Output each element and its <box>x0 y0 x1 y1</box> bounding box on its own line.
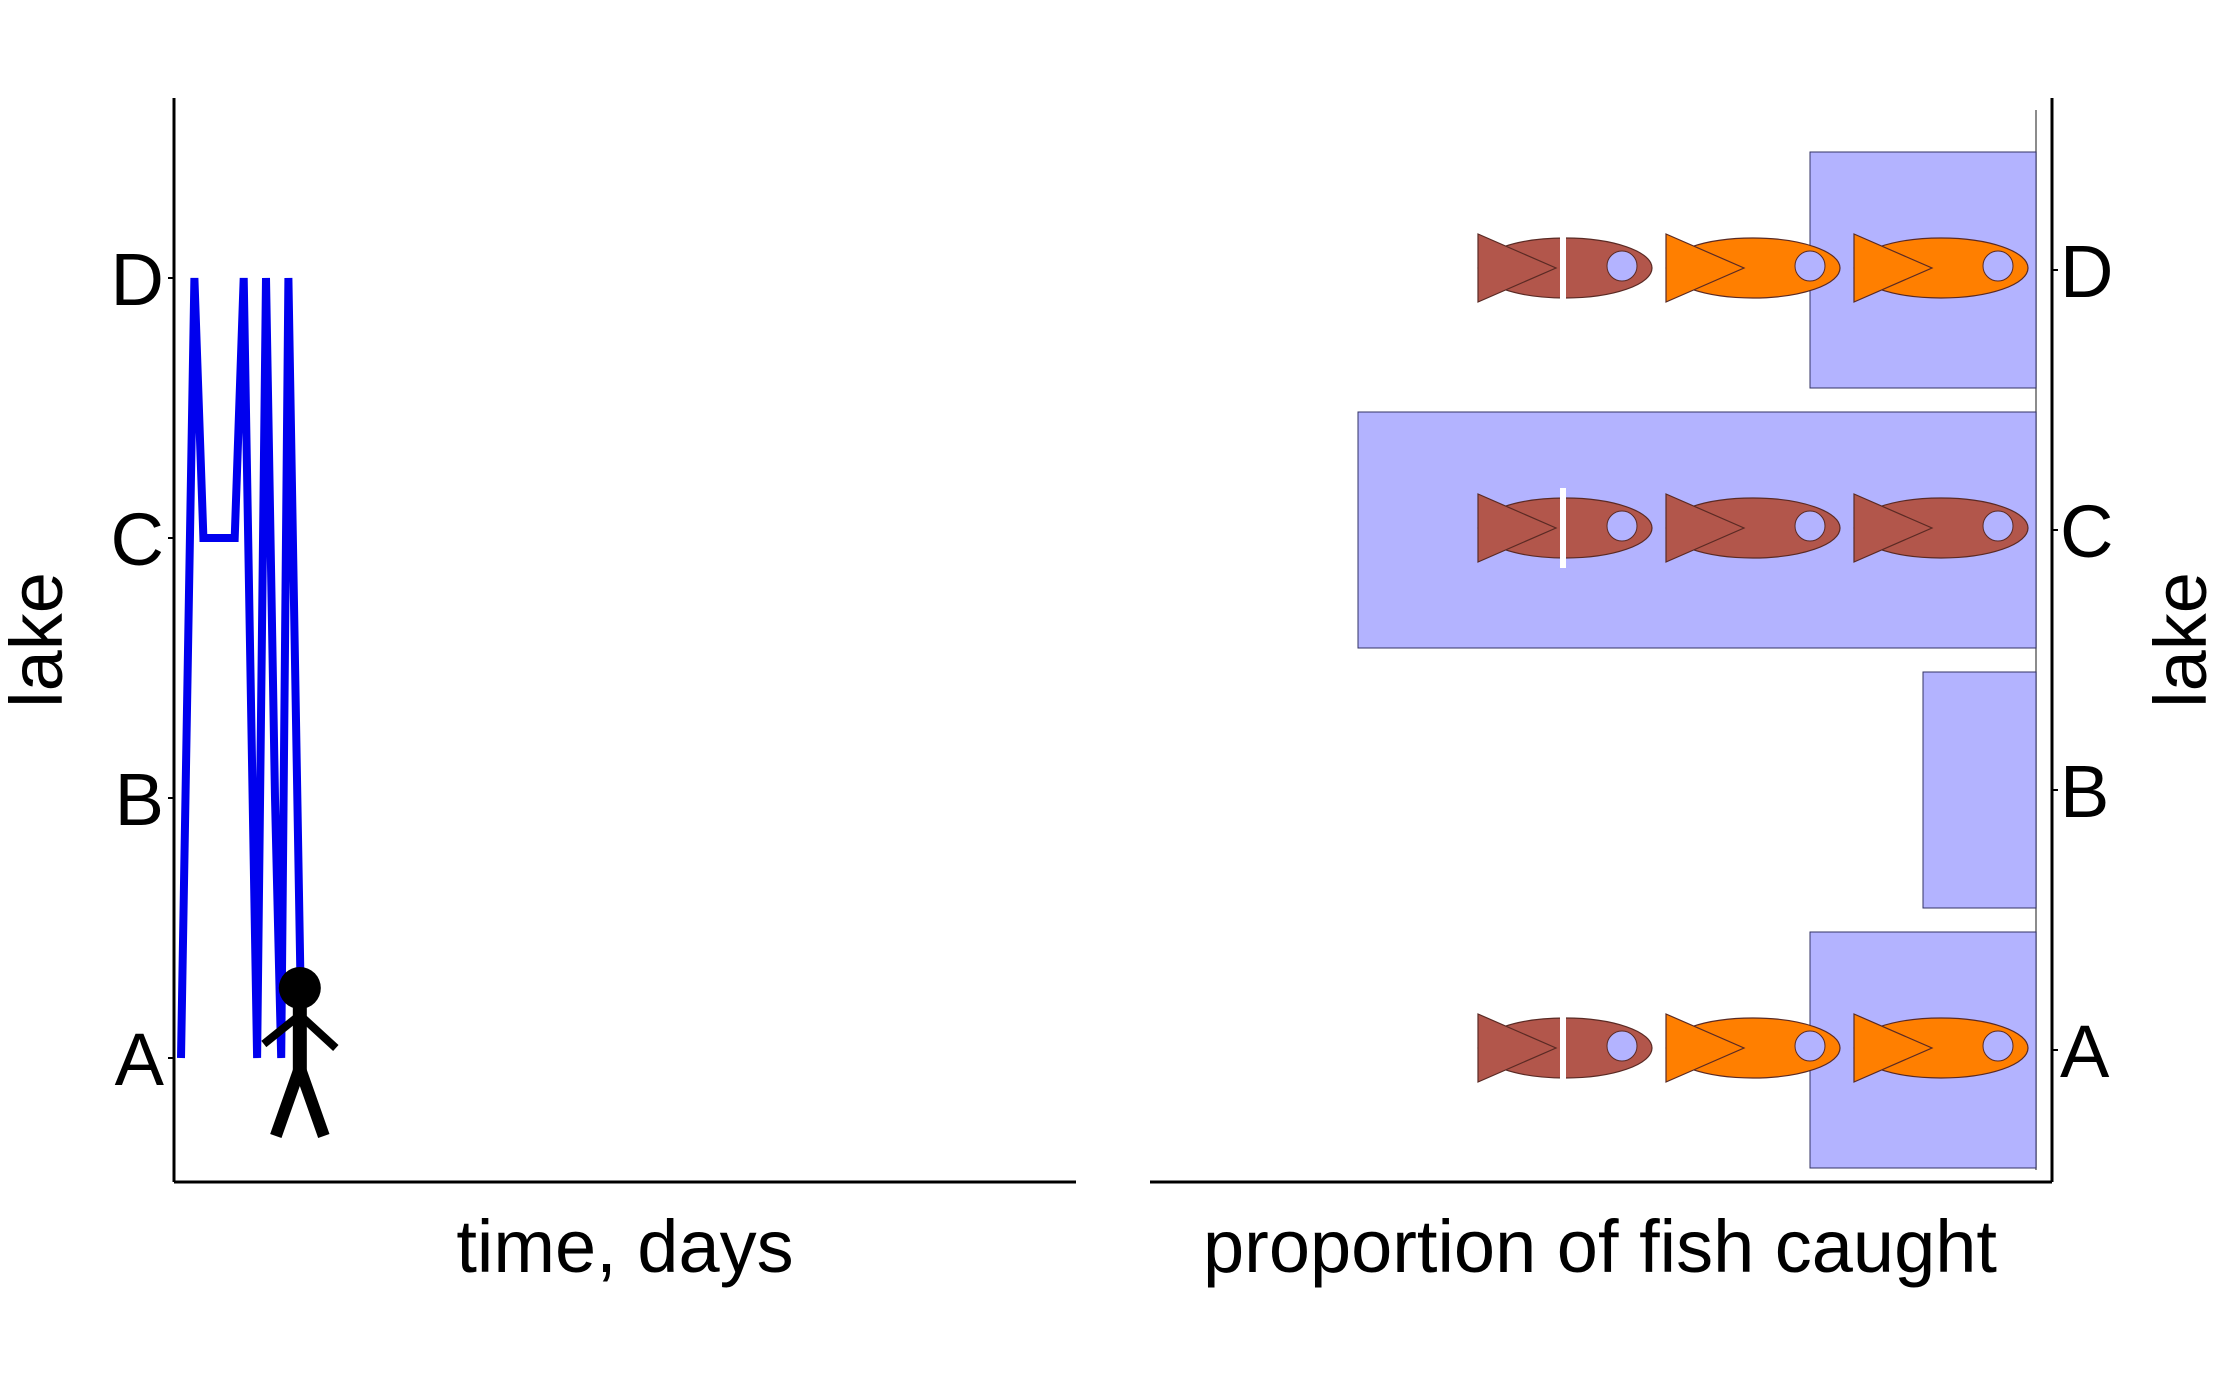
left-y-tick-label-a: A <box>115 1018 165 1101</box>
left-y-tick-label-d: D <box>111 238 164 321</box>
stick-figure-icon <box>261 967 339 1138</box>
fish-icon <box>1853 1013 2029 1083</box>
fish-clip-edge <box>1560 228 1566 308</box>
bar-lake-b <box>1922 671 2037 909</box>
left-y-tick-label-c: C <box>111 498 164 581</box>
fish-icon <box>1665 233 1841 303</box>
fish-icon <box>1665 1013 1841 1083</box>
lake-trajectory-line <box>177 277 306 1059</box>
fish-clip-edge <box>1560 1008 1566 1088</box>
stick-figure-head <box>278 967 321 1009</box>
time-panel: A B C D time, days lake <box>0 98 1076 1288</box>
left-x-axis-title: time, days <box>456 1205 793 1288</box>
right-y-axis-title: lake <box>2139 572 2222 708</box>
right-y-tick-label-d: D <box>2060 230 2113 313</box>
right-y-tick-label-a: A <box>2060 1010 2110 1093</box>
fish-icon <box>1665 493 1841 563</box>
right-y-tick-label-c: C <box>2060 490 2113 573</box>
right-y-tick-label-b: B <box>2060 750 2109 833</box>
left-y-axis-title: lake <box>0 572 78 708</box>
stick-figure-arms <box>261 1009 339 1051</box>
fish-icon <box>1853 493 2029 563</box>
left-y-tick-label-b: B <box>115 758 164 841</box>
fish-clip-edge <box>1560 488 1566 568</box>
stick-figure-legs <box>270 1049 330 1138</box>
fish-icon <box>1853 233 2029 303</box>
right-x-axis-title: proportion of fish caught <box>1203 1205 1997 1288</box>
proportion-panel: A B C D proportion of fish caught lake <box>1150 98 2222 1288</box>
